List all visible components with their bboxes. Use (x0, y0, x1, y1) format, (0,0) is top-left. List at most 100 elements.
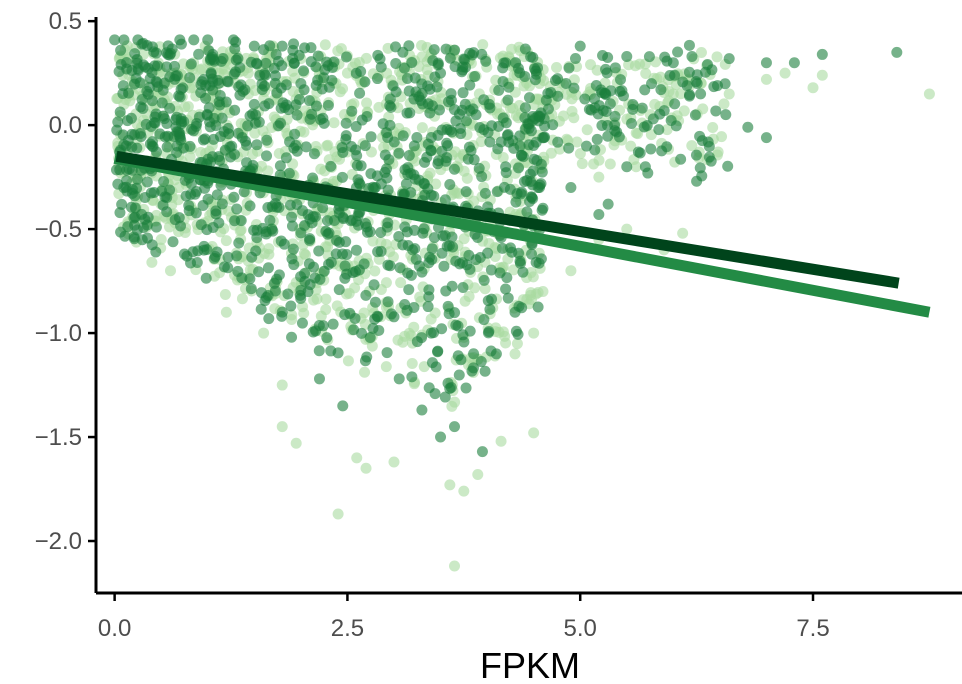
scatter-point (360, 462, 372, 474)
scatter-point (667, 88, 679, 100)
scatter-point (593, 209, 605, 221)
scatter-point (310, 100, 322, 112)
scatter-point (695, 47, 707, 59)
scatter-point (273, 269, 285, 281)
scatter-point (696, 135, 708, 147)
scatter-point (173, 182, 185, 194)
scatter-point (246, 251, 258, 263)
scatter-point (401, 72, 413, 84)
scatter-point (443, 96, 455, 108)
scatter-point (268, 62, 280, 74)
scatter-point (332, 45, 344, 57)
scatter-point (295, 284, 307, 296)
scatter-point (760, 132, 772, 144)
scatter-point (121, 164, 133, 176)
scatter-point (351, 150, 363, 162)
scatter-point (286, 309, 298, 321)
scatter-point (303, 258, 315, 270)
scatter-point (760, 73, 772, 85)
scatter-point (283, 167, 295, 179)
scatter-point (290, 99, 302, 111)
scatter-point (142, 88, 154, 100)
scatter-point (565, 182, 577, 194)
scatter-point (323, 227, 335, 239)
scatter-point (309, 272, 321, 284)
scatter-point (400, 178, 412, 190)
scatter-point (629, 60, 641, 72)
scatter-point (148, 186, 160, 198)
scatter-point (207, 76, 219, 88)
scatter-point (458, 485, 470, 497)
scatter-point (246, 163, 258, 175)
scatter-point (111, 164, 123, 176)
scatter-point (322, 215, 334, 227)
scatter-point (479, 187, 491, 199)
scatter-point (346, 105, 358, 117)
scatter-point (526, 248, 538, 260)
scatter-point (681, 80, 693, 92)
scatter-point (270, 48, 282, 60)
scatter-point (308, 148, 320, 160)
scatter-point (568, 82, 580, 94)
scatter-point (286, 253, 298, 265)
scatter-point (419, 178, 431, 190)
scatter-point (315, 163, 327, 175)
scatter-point (697, 103, 709, 115)
scatter-point (178, 248, 190, 260)
x-tick-label: 0.0 (98, 615, 131, 642)
scatter-point (150, 76, 162, 88)
scatter-point (175, 113, 187, 125)
x-tick-label: 7.5 (796, 615, 829, 642)
scatter-point (141, 219, 153, 231)
scatter-point (361, 351, 373, 363)
scatter-point (568, 74, 580, 86)
scatter-point (349, 57, 361, 69)
scatter-point (290, 437, 302, 449)
scatter-point (384, 246, 396, 258)
scatter-point (684, 89, 696, 101)
scatter-point (263, 98, 275, 110)
x-axis-ticks: 0.0 2.5 5.0 7.5 (98, 593, 830, 642)
scatter-point (354, 87, 366, 99)
scatter-point (500, 337, 512, 349)
scatter-point (446, 231, 458, 243)
scatter-point (322, 241, 334, 253)
scatter-point (251, 139, 263, 151)
scatter-point (468, 195, 480, 207)
scatter-point (344, 307, 356, 319)
scatter-point (146, 256, 158, 268)
scatter-point (365, 131, 377, 143)
scatter-point (403, 149, 415, 161)
scatter-point (609, 110, 621, 122)
scatter-point (369, 182, 381, 194)
scatter-point (361, 97, 373, 109)
scatter-point (500, 161, 512, 173)
scatter-point (440, 155, 452, 167)
scatter-point (397, 239, 409, 251)
scatter-point (424, 167, 436, 179)
scatter-point (211, 189, 223, 201)
scatter-point (155, 233, 167, 245)
scatter-point (581, 140, 593, 152)
scatter-point (429, 307, 441, 319)
scatter-point (280, 79, 292, 91)
scatter-point (444, 479, 456, 491)
scatter-point (609, 62, 621, 74)
scatter-point (244, 273, 256, 285)
scatter-point (532, 62, 544, 74)
scatter-point (352, 174, 364, 186)
scatter-point (342, 355, 354, 367)
scatter-point (276, 40, 288, 52)
scatter-point (565, 265, 577, 277)
scatter-point (317, 112, 329, 124)
scatter-point (530, 256, 542, 268)
scatter-point (320, 304, 332, 316)
scatter-point (323, 81, 335, 93)
scatter-point (175, 83, 187, 95)
scatter-point (379, 166, 391, 178)
scatter-point (275, 235, 287, 247)
y-tick-label: 0.0 (49, 112, 82, 139)
scatter-point (361, 221, 373, 233)
scatter-point (440, 43, 452, 55)
scatter-point (161, 206, 173, 218)
